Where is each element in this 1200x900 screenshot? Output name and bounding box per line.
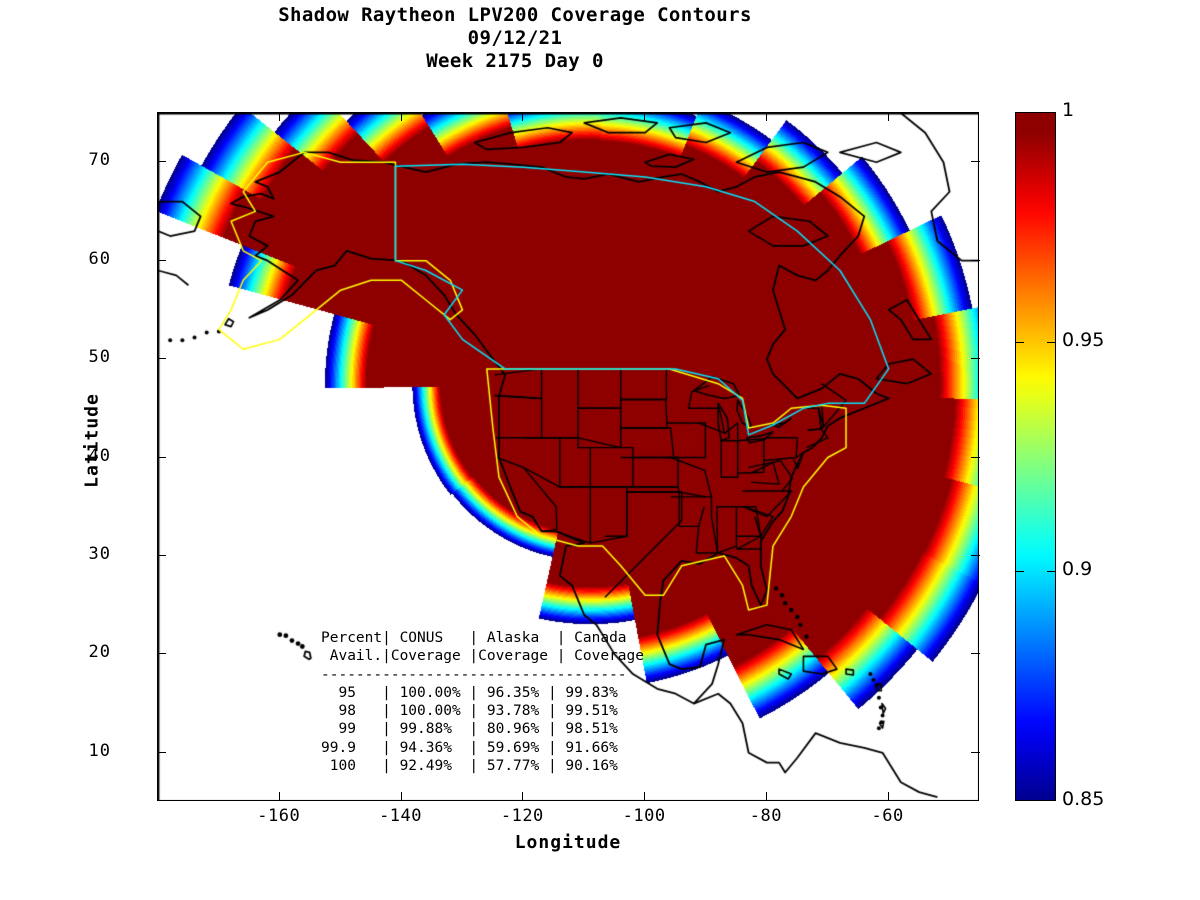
x-tick-label: -120: [500, 806, 544, 826]
title-line-3: Week 2175 Day 0: [426, 50, 604, 72]
y-tick-mark-right: [971, 751, 980, 753]
table-row: 100 | 92.49% | 57.77% | 90.16%: [321, 758, 618, 775]
x-tick-label: -100: [622, 806, 666, 826]
table-header-row-2: Avail.|Coverage |Coverage | Coverage: [321, 648, 645, 665]
table-separator: -----------------------------------: [321, 666, 627, 683]
y-tick-mark: [157, 456, 166, 458]
y-tick-label: 30: [88, 543, 111, 564]
x-tick-label: -80: [749, 806, 782, 826]
x-tick-label: -140: [379, 806, 423, 826]
y-tick-mark-right: [971, 554, 980, 556]
y-tick-mark-right: [971, 161, 980, 163]
table-row: 99.9 | 94.36% | 59.69% | 91.66%: [321, 739, 618, 756]
y-tick-label: 40: [88, 445, 111, 466]
colorbar-tick-mark: [1047, 341, 1055, 343]
y-tick-mark: [157, 358, 166, 360]
colorbar-tick-label: 1: [1062, 99, 1075, 121]
y-tick-mark-right: [971, 259, 980, 261]
statistics-table: Percent| CONUS | Alaska | Canada Avail.|…: [321, 629, 644, 775]
colorbar-tick-label: 0.9: [1062, 558, 1093, 581]
map-plot-area: Percent| CONUS | Alaska | Canada Avail.|…: [157, 112, 979, 801]
table-row: 98 | 100.00% | 93.78% | 99.51%: [321, 703, 618, 720]
y-tick-label: 10: [88, 740, 111, 761]
y-tick-label: 70: [88, 150, 111, 171]
coverage-contour-map: [158, 113, 978, 800]
x-tick-mark-top: [278, 112, 280, 121]
y-tick-mark: [157, 554, 166, 556]
y-tick-mark-right: [971, 653, 980, 655]
colorbar-gradient: [1016, 113, 1055, 800]
x-tick-label: -160: [257, 806, 301, 826]
colorbar-tick-mark: [1016, 571, 1024, 573]
figure-title: Shadow Raytheon LPV200 Coverage Contours…: [0, 4, 1030, 73]
colorbar-tick-mark: [1047, 571, 1055, 573]
x-axis-title: Longitude: [514, 832, 622, 853]
x-tick-mark-top: [522, 112, 524, 121]
title-line-2: 09/12/21: [467, 27, 563, 49]
y-tick-mark: [157, 751, 166, 753]
y-tick-mark: [157, 259, 166, 261]
x-tick-mark: [887, 792, 889, 801]
colorbar-tick-mark: [1016, 341, 1024, 343]
y-tick-label: 50: [88, 347, 111, 368]
x-tick-mark: [400, 792, 402, 801]
x-tick-mark: [765, 792, 767, 801]
x-tick-mark: [278, 792, 280, 801]
title-line-1: Shadow Raytheon LPV200 Coverage Contours: [278, 4, 752, 26]
y-axis-title: Latitude: [81, 393, 103, 488]
y-tick-mark: [157, 161, 166, 163]
colorbar-tick-label: 0.85: [1062, 788, 1105, 810]
x-tick-mark: [644, 792, 646, 801]
y-tick-mark: [157, 653, 166, 655]
x-tick-mark-top: [887, 112, 889, 121]
x-tick-label: -60: [871, 806, 904, 826]
y-tick-mark-right: [971, 456, 980, 458]
y-tick-label: 20: [88, 642, 111, 663]
x-tick-mark-top: [400, 112, 402, 121]
table-row: 99 | 99.88% | 80.96% | 98.51%: [321, 721, 618, 738]
table-header-row-1: Percent| CONUS | Alaska | Canada: [321, 630, 627, 646]
x-tick-mark-top: [765, 112, 767, 121]
x-tick-mark-top: [644, 112, 646, 121]
x-tick-mark: [522, 792, 524, 801]
y-tick-mark-right: [971, 358, 980, 360]
table-row: 95 | 100.00% | 96.35% | 99.83%: [321, 684, 618, 701]
y-tick-label: 60: [88, 248, 111, 269]
colorbar-tick-label: 0.95: [1062, 328, 1105, 351]
colorbar: [1015, 112, 1056, 801]
